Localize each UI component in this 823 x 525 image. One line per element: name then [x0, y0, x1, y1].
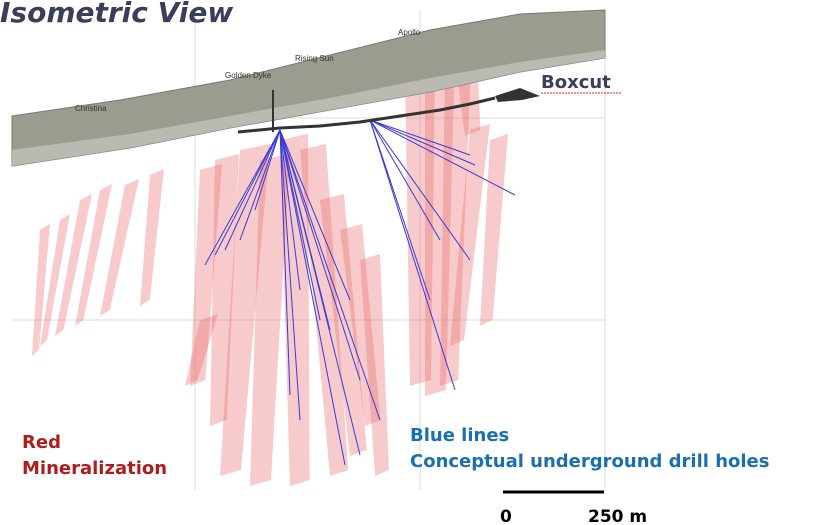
- mineralization-lens: [75, 184, 112, 326]
- mineralization-lens: [320, 194, 367, 456]
- drill-hole: [369, 119, 516, 196]
- drill-hole: [279, 129, 351, 301]
- drill-hole: [279, 129, 346, 466]
- legend-red: Red: [22, 432, 61, 453]
- place-label: Apollo: [398, 28, 421, 37]
- drill-holes: [204, 119, 516, 466]
- mineralization-lens: [440, 64, 471, 386]
- legend-red: Mineralization: [22, 458, 167, 479]
- mineralization-lens: [190, 164, 222, 386]
- drill-hole: [279, 129, 321, 321]
- mineralization-lens: [220, 144, 270, 476]
- mineralization-lens: [250, 154, 290, 486]
- drill-hole: [369, 119, 471, 156]
- drill-hole: [369, 119, 441, 241]
- tunnel: [237, 96, 496, 134]
- place-label: Rising Sun: [295, 54, 334, 63]
- legend-blue: Conceptual underground drill holes: [410, 451, 769, 472]
- drill-hole: [369, 119, 456, 391]
- mineralization-lens: [425, 54, 455, 396]
- drill-hole: [369, 119, 431, 301]
- drill-hole: [369, 119, 471, 261]
- drill-hole: [279, 129, 291, 396]
- scale-end: 250 m: [588, 507, 647, 525]
- title: Isometric View: [0, 0, 233, 29]
- mineralization-lens: [32, 224, 50, 356]
- mineralization-lens: [100, 179, 139, 316]
- drill-hole: [224, 129, 281, 251]
- mineralization-lens: [450, 124, 490, 346]
- legend-blue: Blue lines: [410, 425, 509, 446]
- mineralization-lens: [480, 134, 508, 326]
- drill-hole: [279, 129, 361, 381]
- drill-hole: [204, 129, 281, 266]
- scale-start: 0: [500, 507, 512, 525]
- drill-hole: [369, 119, 476, 166]
- place-label: Christina: [75, 104, 107, 113]
- boxcut-label: Boxcut: [541, 72, 611, 93]
- mineralization-lens: [185, 314, 218, 386]
- terrain-face: [12, 50, 605, 166]
- drill-hole: [239, 129, 281, 241]
- mineralization-lens: [360, 254, 389, 476]
- place-label: Golden Dyke: [225, 71, 272, 80]
- drill-hole: [279, 129, 301, 291]
- drill-hole: [279, 129, 381, 421]
- drill-hole: [279, 129, 361, 456]
- mineralization-lens: [140, 169, 164, 306]
- drill-hole: [254, 129, 281, 211]
- drill-hole: [214, 129, 281, 256]
- drill-hole: [279, 129, 301, 421]
- mineralization-lens: [340, 224, 381, 426]
- mineralization-lens: [40, 214, 70, 346]
- boxcut-portal: [495, 88, 540, 102]
- mineralization-lens: [55, 194, 92, 336]
